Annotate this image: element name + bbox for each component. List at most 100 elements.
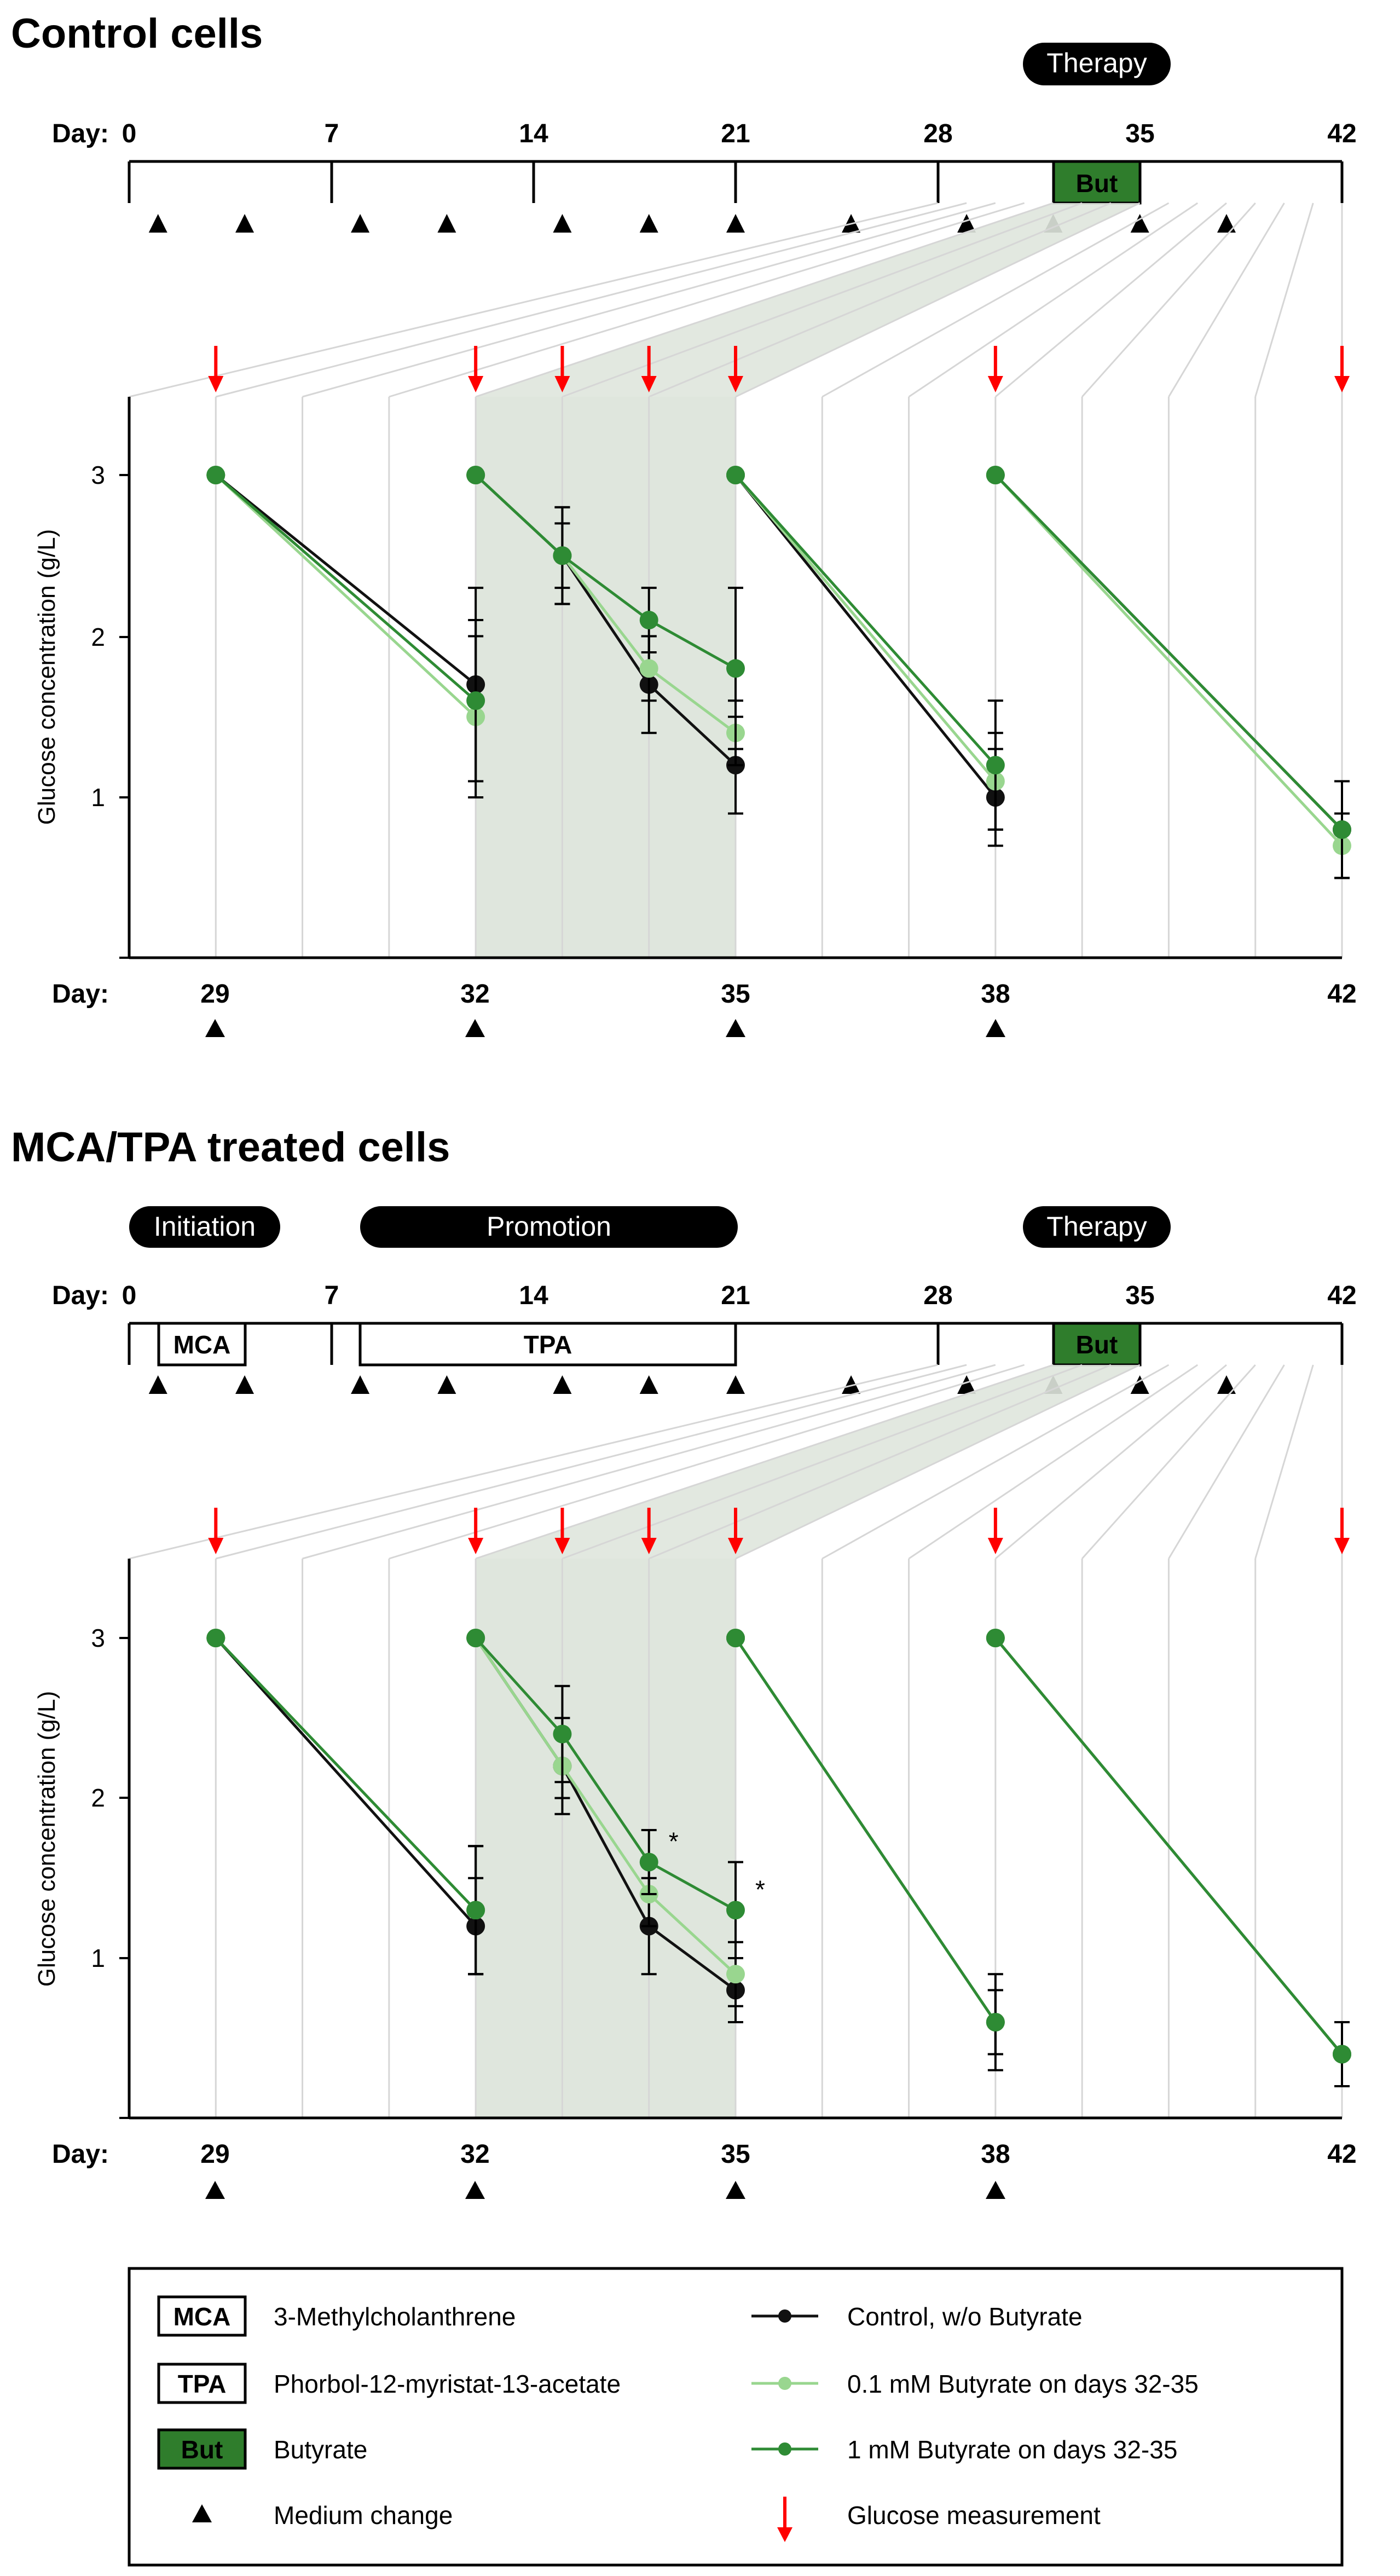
data-point	[466, 466, 485, 484]
zoom-connector-line	[302, 1364, 996, 1560]
data-point	[639, 611, 658, 630]
y-axis-label: Glucose concentration (g/L)	[33, 529, 60, 825]
legend-item-control: Control, w/o Butyrate	[751, 2302, 1083, 2331]
zoom-tick-label: 38	[981, 980, 1010, 1009]
zoom-connector-line	[1168, 1364, 1285, 1559]
zoom-connector-line	[994, 202, 1227, 398]
legend-text: 0.1 mM Butyrate on days 32-35	[847, 2370, 1199, 2398]
data-point	[986, 756, 1005, 775]
series-line	[475, 474, 737, 670]
legend-item-mca: MCA 3-Methylcholanthrene	[157, 2295, 516, 2337]
zoom-connector-line	[649, 202, 1112, 398]
series-line	[734, 474, 997, 783]
zoom-connector-line	[389, 202, 1025, 398]
series-line	[215, 474, 477, 702]
box-label: But	[1076, 169, 1118, 198]
therapy-zoom-band	[476, 203, 1140, 397]
zoom-connector-line	[735, 202, 1141, 398]
series-line	[734, 1637, 997, 2023]
zoom-tick-label: 35	[721, 980, 750, 1009]
y-tick-label: 3	[91, 1624, 105, 1652]
data-point	[466, 1901, 485, 1920]
data-point	[466, 691, 485, 710]
y-axis-label: Glucose concentration (g/L)	[33, 1691, 60, 1987]
zoom-connector-line	[994, 1364, 1227, 1560]
zoom-connector-line	[1254, 1364, 1314, 1559]
zoom-connector-line	[215, 1364, 967, 1560]
medium-change-icon	[986, 2181, 1005, 2199]
zoom-tick-label: 35	[721, 2140, 750, 2169]
medium-change-icon	[1217, 1375, 1236, 1394]
glucose-measurement-arrowhead	[468, 376, 484, 392]
legend-item-medium-change: Medium change	[192, 2501, 453, 2529]
series-high	[206, 1629, 1351, 2087]
zoom-connector-line	[908, 202, 1199, 398]
medium-change-icon	[726, 214, 745, 233]
medium-change-icon	[986, 1019, 1005, 1037]
data-point	[986, 1629, 1005, 1647]
zoom-connector-line	[735, 1364, 1141, 1560]
data-point	[1333, 820, 1351, 839]
zoom-plot: 3 2 1 Glucose concentration (g/L) Day: 2…	[33, 346, 1357, 1037]
y-tick-label: 2	[91, 623, 105, 651]
glucose-measurement-arrows	[208, 346, 1350, 392]
timeline-tick-label: 7	[325, 119, 339, 148]
timeline-tick-label: 14	[519, 1281, 548, 1310]
timeline-tick-label: 35	[1125, 119, 1154, 148]
phase-label: Promotion	[487, 1211, 611, 1242]
therapy-shading	[476, 1559, 736, 2118]
glucose-measurement-arrowhead	[987, 376, 1003, 392]
zoom-tick-label: 29	[200, 980, 229, 1009]
glucose-measurement-arrowhead	[987, 1538, 1003, 1554]
zoom-connector-line	[475, 202, 1054, 398]
zoom-connector-line	[129, 202, 938, 398]
legend-text: 3-Methylcholanthrene	[274, 2302, 516, 2331]
panel-title: Control cells	[11, 10, 263, 57]
zoom-connector-line	[1168, 202, 1285, 397]
medium-change-icon	[465, 2181, 485, 2199]
glucose-measurement-arrowhead	[728, 1538, 743, 1554]
zoom-tick-label: 42	[1327, 2140, 1356, 2169]
timeline-tick-label: 21	[721, 119, 750, 148]
glucose-measurement-arrowhead	[1334, 376, 1350, 392]
series-line	[215, 474, 477, 686]
zoom-medium-change-markers	[205, 1019, 1005, 1037]
medium-change-icon	[1130, 1375, 1149, 1394]
medium-change-icon	[235, 214, 254, 233]
legend: MCA 3-Methylcholanthrene TPA Phorbol-12-…	[128, 2267, 1344, 2567]
legend-frame	[128, 2267, 1344, 2567]
timeline-tick-labels: 0 7 14 21 28 35 42	[122, 119, 1357, 148]
glucose-measurement-arrowhead	[208, 1538, 224, 1554]
zoom-plot: 3 2 1 Glucose concentration (g/L) ** Day…	[33, 1508, 1357, 2199]
medium-change-icon	[148, 1375, 167, 1394]
legend-item-low-butyrate: 0.1 mM Butyrate on days 32-35	[751, 2370, 1199, 2398]
legend-item-glucose: Glucose measurement	[777, 2497, 1101, 2542]
zoom-connector-line	[1081, 202, 1256, 397]
phase-label: Initiation	[154, 1211, 256, 1242]
medium-change-icon	[553, 214, 572, 233]
medium-change-icon	[726, 1375, 745, 1394]
initiation-phase-pill: Initiation	[129, 1206, 280, 1248]
legend-marker	[778, 2377, 791, 2390]
y-ticks	[119, 474, 129, 959]
series-line	[215, 1637, 477, 1927]
panel-mca-tpa-treated-cells: MCA/TPA treated cells Initiation Promoti…	[11, 1124, 1357, 2199]
series-line	[994, 474, 1343, 831]
zoom-grid	[215, 397, 1343, 958]
legend-marker	[778, 2442, 791, 2456]
zoom-connector-line	[1254, 202, 1314, 397]
glucose-measurement-arrowhead	[554, 1538, 570, 1554]
phase-label: Therapy	[1046, 48, 1147, 78]
zoom-grid	[215, 1559, 1343, 2118]
zoom-connector-line	[475, 1364, 1054, 1560]
legend-marker	[778, 2309, 791, 2323]
zoom-day-label: Day:	[52, 2140, 109, 2169]
y-tick-labels: 3 2 1	[91, 1624, 105, 1972]
timeline-tick-label: 42	[1327, 119, 1356, 148]
legend-item-but: But Butyrate	[157, 2428, 367, 2470]
zoom-connector-line	[562, 1364, 1083, 1560]
legend-text: 1 mM Butyrate on days 32-35	[847, 2435, 1177, 2464]
zoom-connector-line	[1081, 1364, 1256, 1559]
data-point	[726, 1965, 745, 1984]
data-point	[639, 659, 658, 678]
